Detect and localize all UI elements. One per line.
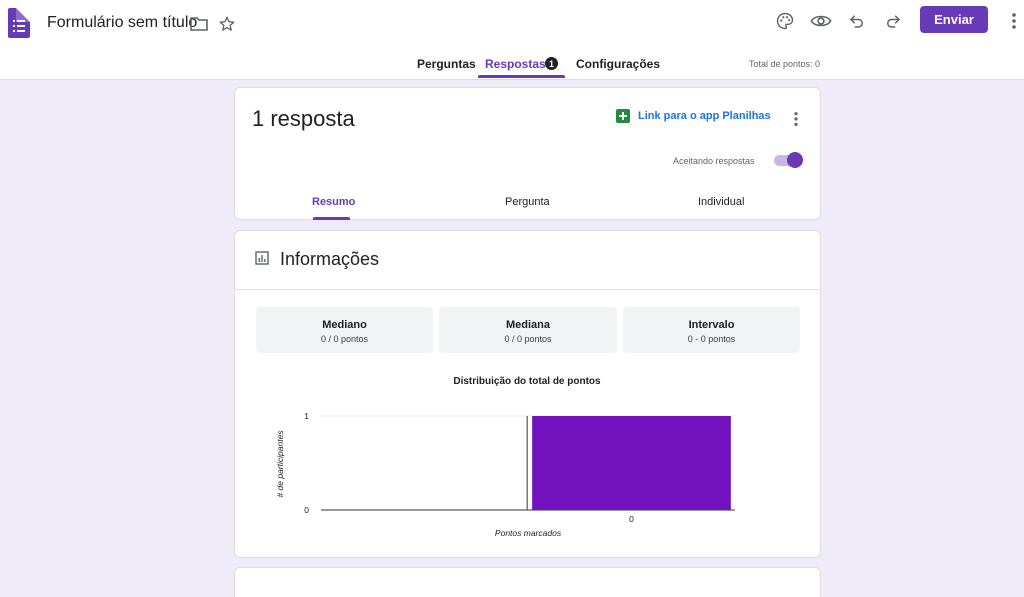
folder-icon[interactable] xyxy=(188,13,210,35)
points-distribution-chart: Distribuição do total de pontos # de par… xyxy=(275,376,735,538)
stat-value: 0 / 0 pontos xyxy=(320,334,369,344)
stat-name: Intervalo xyxy=(688,319,735,331)
more-vert-icon[interactable] xyxy=(1002,9,1024,33)
x-tick-label: 0 xyxy=(629,514,634,524)
bar-chart-icon xyxy=(255,251,269,265)
divider xyxy=(235,289,820,290)
chart-xlabel: Pontos marcados xyxy=(495,528,562,538)
tab-responses[interactable]: Respostas xyxy=(485,57,546,71)
stat-name: Mediana xyxy=(505,319,550,331)
subtab-summary[interactable]: Resumo xyxy=(312,196,356,208)
insights-card: Informações Mediano 0 / 0 pontos Mediana… xyxy=(234,230,821,558)
stat-range: Intervalo 0 - 0 pontos xyxy=(623,307,800,353)
sheets-link-label: Link para o app Planilhas xyxy=(638,110,771,122)
chart-ylabel: # de participantes xyxy=(275,430,285,498)
y-tick-label: 0 xyxy=(304,505,309,515)
responses-count-badge: 1 xyxy=(545,57,558,70)
tab-settings[interactable]: Configurações xyxy=(576,57,661,71)
y-tick-label: 1 xyxy=(304,411,309,421)
next-question-card xyxy=(234,567,821,597)
subtab-question[interactable]: Pergunta xyxy=(505,196,550,208)
send-button[interactable]: Enviar xyxy=(920,6,988,33)
toggle-knob[interactable] xyxy=(787,152,803,168)
bar xyxy=(532,416,731,510)
total-points-label: Total de pontos: 0 xyxy=(749,59,821,69)
active-tab-indicator xyxy=(478,75,565,78)
chart-title: Distribuição do total de pontos xyxy=(453,376,601,387)
subtab-individual[interactable]: Individual xyxy=(698,196,745,208)
sheets-icon xyxy=(616,109,630,123)
accepting-responses-label: Aceitando respostas xyxy=(673,156,755,166)
stat-median: Mediana 0 / 0 pontos xyxy=(439,307,617,353)
palette-icon[interactable] xyxy=(773,9,797,33)
stat-name: Mediano xyxy=(322,319,367,331)
form-tabs: Perguntas Respostas 1 Configurações Tota… xyxy=(0,50,1024,80)
stat-value: 0 / 0 pontos xyxy=(504,334,552,344)
stat-average: Mediano 0 / 0 pontos xyxy=(256,307,433,353)
document-title[interactable]: Formulário sem título xyxy=(47,14,198,31)
undo-icon[interactable] xyxy=(845,9,869,33)
active-subtab-indicator xyxy=(313,217,350,220)
responses-summary-card: 1 resposta Link para o app Planilhas Ace… xyxy=(234,87,821,220)
tab-questions[interactable]: Perguntas xyxy=(417,57,476,71)
insights-title: Informações xyxy=(280,249,380,269)
star-icon[interactable] xyxy=(216,13,238,35)
redo-icon[interactable] xyxy=(881,9,905,33)
sheets-link[interactable]: Link para o app Planilhas xyxy=(616,109,771,123)
top-bar: Formulário sem título Enviar Perguntas R… xyxy=(0,0,1024,80)
response-count: 1 resposta xyxy=(252,106,355,131)
stat-value: 0 - 0 pontos xyxy=(687,334,736,344)
forms-logo-icon[interactable] xyxy=(8,8,30,38)
eye-icon[interactable] xyxy=(809,9,833,33)
more-vert-icon[interactable] xyxy=(786,109,806,129)
